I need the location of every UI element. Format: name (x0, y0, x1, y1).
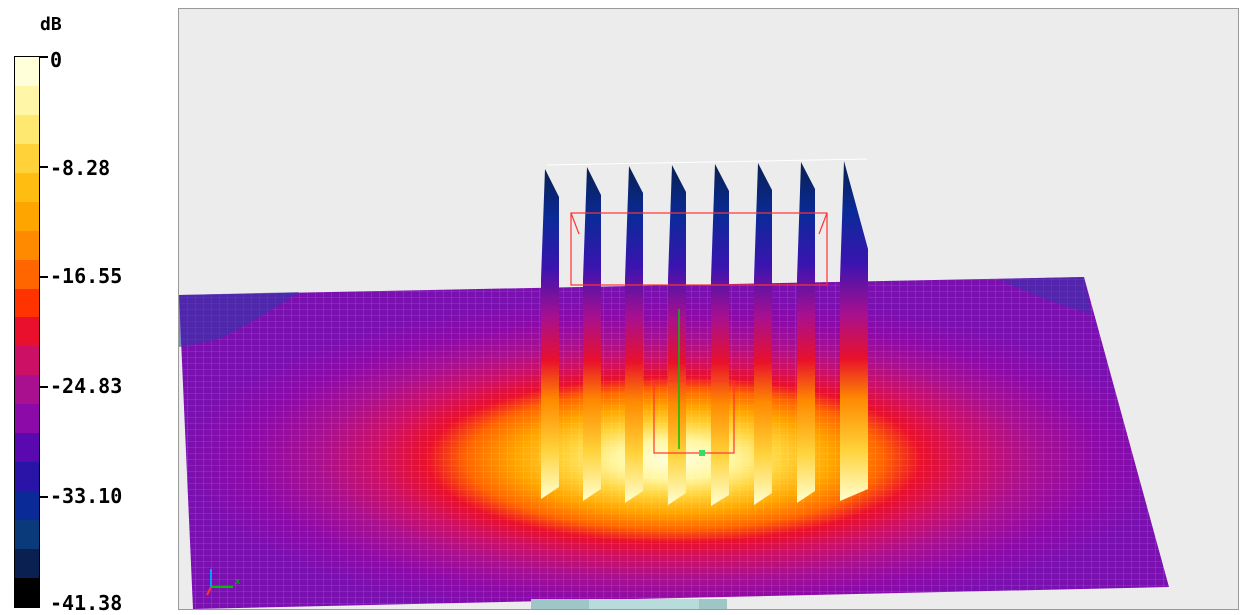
legend-swatch (15, 85, 39, 115)
outline-top-edge (546, 158, 868, 166)
legend-swatch (15, 433, 39, 463)
legend-swatch (15, 143, 39, 173)
legend-tick-label: -8.28 (50, 156, 111, 180)
legend-swatch (15, 230, 39, 260)
legend-tick-mark (40, 166, 48, 168)
legend-swatch (15, 172, 39, 202)
component-outline (570, 212, 828, 454)
legend-tick-label: -33.10 (50, 484, 123, 508)
field-corner-left (179, 292, 299, 347)
legend-swatch (15, 317, 39, 347)
field-scene: x (179, 158, 1169, 609)
color-legend: dB 0 -8.28 -16.55 -24.83 -33.10 -41.38 (0, 0, 178, 615)
legend-swatch (15, 201, 39, 231)
legend-tick-label: -24.83 (50, 374, 123, 398)
fin-array (541, 161, 868, 506)
legend-swatch (15, 548, 39, 578)
axis-x-label: x (235, 577, 241, 587)
legend-tick-mark (40, 386, 48, 388)
legend-tick-label: -16.55 (50, 264, 123, 288)
pedestal-highlight (589, 599, 699, 609)
legend-swatch (15, 114, 39, 144)
legend-swatch (15, 577, 39, 607)
legend-swatch (15, 57, 39, 86)
source-marker (699, 450, 705, 456)
legend-tick-label: -41.38 (50, 591, 123, 615)
field-corner-right (999, 277, 1091, 314)
legend-swatch (15, 259, 39, 289)
legend-swatch (15, 346, 39, 376)
legend-swatch (15, 375, 39, 405)
legend-swatch (15, 404, 39, 434)
legend-tick-mark (40, 496, 48, 498)
3d-viewport[interactable]: x (178, 8, 1239, 610)
legend-swatch (15, 288, 39, 318)
legend-unit-label: dB (40, 14, 62, 35)
legend-swatch (15, 491, 39, 520)
legend-swatch (15, 462, 39, 492)
legend-swatch (15, 520, 39, 549)
legend-tick-label: 0 (50, 48, 63, 72)
legend-tick-mark (40, 56, 48, 58)
legend-tick-mark (40, 276, 48, 278)
legend-color-bar (14, 56, 40, 608)
axis-triad: x (206, 569, 241, 596)
